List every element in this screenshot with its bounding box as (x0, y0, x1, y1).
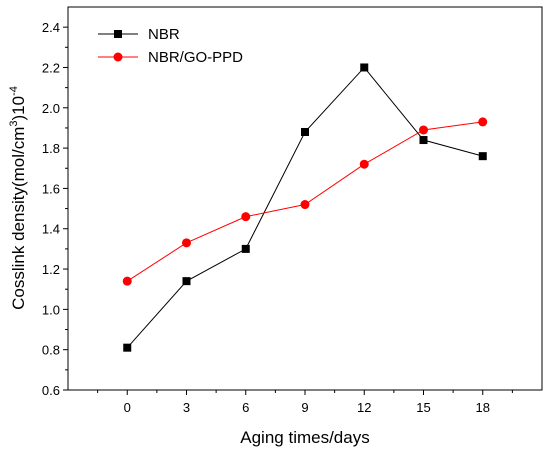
legend-label: NBR/GO-PPD (148, 49, 243, 66)
y-tick-label: 1.2 (42, 262, 60, 277)
data-point (122, 276, 132, 286)
data-point (241, 212, 251, 222)
legend-item: NBR (98, 26, 180, 43)
y-tick-label: 1.4 (42, 222, 60, 237)
data-point (123, 343, 132, 352)
data-point (419, 136, 428, 145)
y-axis-ticks: 0.6 0.8 1.0 1.2 1.4 1.6 1.8 2.0 2.2 2.4 (42, 20, 68, 398)
series-layer (122, 63, 488, 352)
x-axis-title: Aging times/days (240, 428, 369, 447)
x-tick-label: 6 (242, 400, 249, 415)
data-point (241, 244, 250, 253)
plot-frame (67, 6, 543, 391)
series-1 (123, 63, 487, 352)
y-tick-label: 2.2 (42, 60, 60, 75)
y-axis-title-prefix: Cosslink density(mol/cm (9, 127, 28, 310)
data-point (182, 238, 191, 248)
data-point (419, 125, 428, 135)
legend-marker (114, 30, 122, 38)
data-point (478, 117, 488, 127)
data-point (301, 127, 309, 136)
y-tick-label: 2.4 (42, 20, 60, 35)
y-tick-label: 0.8 (42, 343, 60, 358)
series-2 (122, 117, 488, 286)
legend-label: NBR (148, 26, 180, 43)
y-tick-label: 2.0 (42, 101, 60, 116)
data-point (182, 277, 191, 286)
y-tick-label: 1.6 (42, 181, 60, 196)
x-tick-label: 15 (416, 400, 430, 415)
y-axis-title-sup1: 3 (8, 120, 20, 126)
data-point (359, 159, 369, 169)
x-tick-label: 18 (476, 400, 490, 415)
x-tick-label: 0 (124, 400, 131, 415)
y-axis-title-sup2: -4 (8, 86, 20, 96)
y-tick-label: 1.0 (42, 302, 60, 317)
y-tick-label: 0.6 (42, 383, 60, 398)
y-tick-label: 1.8 (42, 141, 60, 156)
legend: NBR NBR/GO-PPD (98, 26, 243, 66)
data-point (360, 63, 369, 72)
x-tick-label: 3 (183, 400, 190, 415)
y-axis-title: Cosslink density(mol/cm3)10-4 (8, 86, 28, 310)
legend-marker (113, 52, 123, 62)
x-tick-label: 9 (301, 400, 308, 415)
x-tick-label: 12 (357, 400, 371, 415)
x-axis-ticks: 0 3 6 9 12 15 18 (97, 390, 513, 415)
data-point (300, 200, 310, 210)
legend-item: NBR/GO-PPD (98, 49, 243, 66)
y-axis-title-mid: )10 (9, 96, 28, 121)
data-point (478, 152, 487, 161)
